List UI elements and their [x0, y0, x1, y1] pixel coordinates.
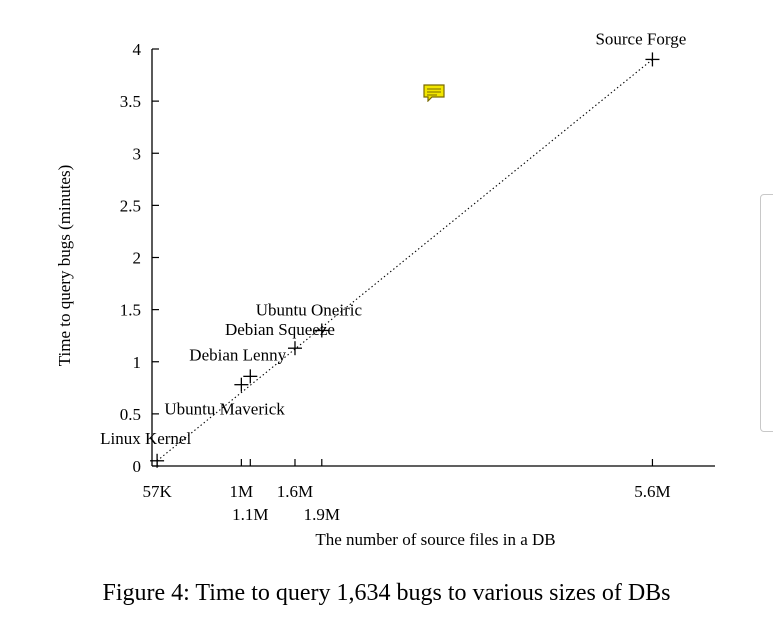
y-tick-label: 0.5: [120, 405, 141, 424]
y-tick-label: 2.5: [120, 196, 141, 215]
point-label: Ubuntu Oneiric: [256, 300, 363, 319]
x-axis-title: The number of source files in a DB: [315, 530, 555, 549]
y-tick-label: 3: [133, 144, 142, 163]
point-label: Debian Squeeze: [225, 320, 335, 339]
y-tick-label: 1.5: [120, 301, 141, 320]
y-tick-label: 3.5: [120, 92, 141, 111]
data-point: [150, 453, 165, 468]
x-tick-label: 5.6M: [634, 482, 670, 501]
y-tick-label: 1: [133, 353, 142, 372]
data-point: [314, 323, 329, 338]
x-tick-label: 1.1M: [232, 505, 268, 524]
point-label: Ubuntu Maverick: [164, 400, 285, 419]
point-labels: Linux Kernel Ubuntu Maverick Debian Lenny D…: [100, 29, 686, 447]
point-label: Linux Kernel: [100, 429, 191, 448]
data-point: [243, 369, 258, 384]
comment-icon[interactable]: [423, 84, 445, 103]
data-points: [150, 52, 660, 468]
scatter-chart: 0 0.5 1 1.5 2 2.5 3 3.5 4 57K 1M 1.1M 1.6M 1.9M 5.6M L…: [55, 29, 715, 549]
figure-caption: Figure 4: Time to query 1,634 bugs to va…: [102, 580, 671, 606]
x-tick-label: 57K: [142, 482, 172, 501]
y-tick-label: 2: [133, 249, 142, 268]
x-tick-label: 1M: [230, 482, 254, 501]
y-tick-label: 4: [133, 40, 142, 59]
side-panel: [760, 194, 773, 432]
point-label: Debian Lenny: [189, 345, 286, 364]
data-point: [645, 52, 660, 67]
chart-axes: 0 0.5 1 1.5 2 2.5 3 3.5 4 57K 1M 1.1M 1.6M 1.9M 5.6M: [120, 40, 715, 524]
data-point: [287, 341, 302, 356]
point-label: Source Forge: [595, 29, 686, 48]
y-tick-label: 0: [133, 457, 142, 476]
x-tick-label: 1.6M: [277, 482, 313, 501]
y-axis-title: Time to query bugs (minutes): [55, 165, 74, 366]
x-tick-label: 1.9M: [304, 505, 340, 524]
data-point: [234, 377, 249, 392]
